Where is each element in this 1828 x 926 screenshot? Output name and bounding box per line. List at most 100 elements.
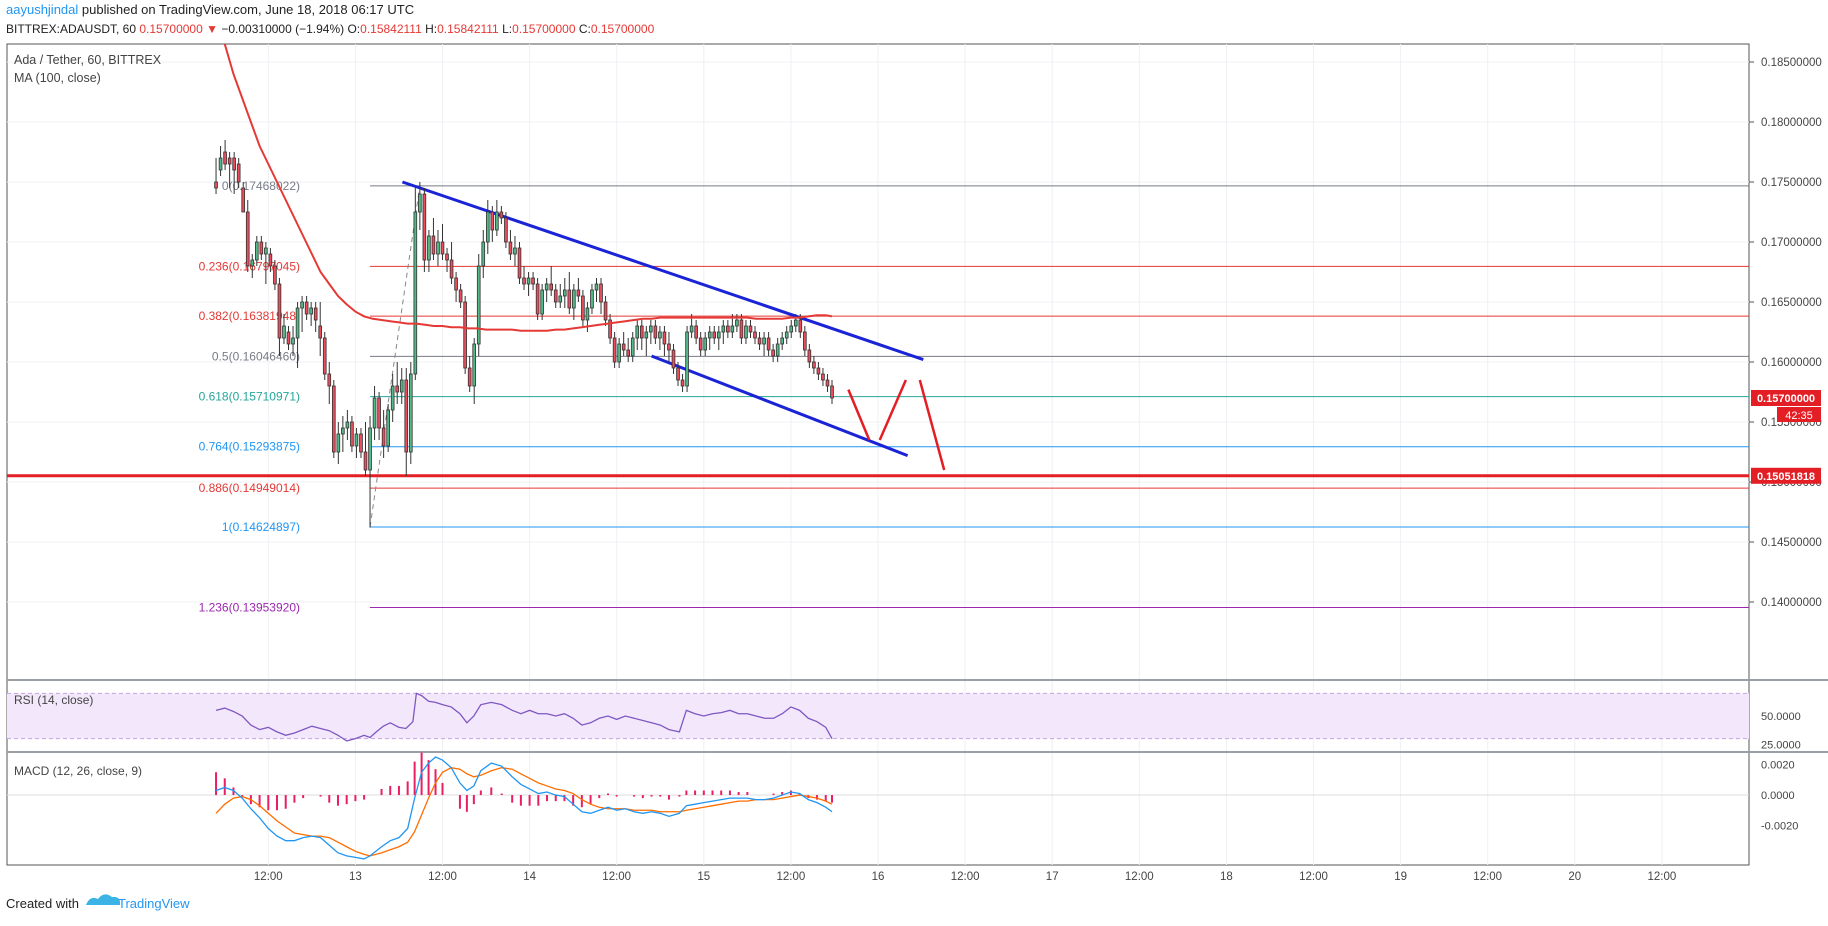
candle: [549, 266, 554, 296]
candle: [662, 326, 667, 356]
candle: [780, 332, 784, 350]
projection-segment[interactable]: [918, 379, 946, 471]
projection-segment[interactable]: [878, 379, 908, 441]
candle: [766, 332, 771, 356]
candle: [286, 326, 291, 350]
candle: [359, 428, 363, 458]
candle: [617, 338, 621, 368]
candle: [404, 368, 409, 476]
author-link[interactable]: aayushjindal: [6, 2, 78, 17]
candle: [522, 266, 526, 290]
candle: [544, 278, 549, 302]
price-tag-label: 0.15700000: [1757, 393, 1815, 405]
fib-level-label: 0.618(0.15710971): [199, 390, 300, 404]
candle: [630, 332, 635, 362]
channel-lower-line[interactable]: [650, 354, 909, 457]
fib-trend-line[interactable]: [369, 185, 421, 528]
published-text: published on TradingView.com, June 18, 2…: [78, 2, 414, 17]
candle: [504, 212, 508, 248]
candle: [354, 428, 359, 458]
price-tick-label: 0.18500000: [1761, 57, 1822, 69]
candle: [698, 332, 703, 356]
candle: [707, 326, 712, 350]
candle: [368, 416, 372, 528]
candle: [345, 410, 350, 440]
candle: [635, 320, 640, 350]
projection-segment[interactable]: [847, 389, 871, 441]
candle: [440, 224, 445, 260]
candle: [621, 332, 626, 356]
candle: [803, 326, 807, 356]
countdown-label: 42:35: [1785, 410, 1813, 422]
candle: [245, 200, 250, 272]
candle: [567, 272, 572, 314]
candle: [626, 338, 631, 362]
candle: [639, 320, 644, 350]
candle: [449, 242, 454, 284]
low-label: L:: [502, 22, 512, 36]
time-axis[interactable]: 12:00 13 12:00 14 12:00 15 12:00 16 12:00 17 12:00…: [254, 871, 1676, 883]
price-tick-label: 0.18000000: [1761, 117, 1822, 129]
candle: [341, 416, 345, 452]
candle: [531, 272, 535, 290]
candle: [495, 200, 499, 236]
ma-legend[interactable]: MA (100, close): [14, 71, 101, 85]
candle: [254, 236, 259, 266]
candle: [490, 206, 495, 242]
candle: [703, 332, 707, 356]
macd-tick-label: 0.0020: [1761, 760, 1795, 772]
candle: [535, 278, 540, 320]
candle: [436, 230, 440, 266]
candle: [771, 344, 775, 362]
price-tags: 0.15700000 42:35 0.15051818: [1751, 390, 1821, 484]
candle: [572, 284, 576, 320]
candle: [372, 386, 377, 440]
candle: [594, 278, 599, 302]
price-tick-label: 0.17500000: [1761, 177, 1822, 189]
fib-level-label: 0.886(0.14949014): [199, 481, 300, 495]
macd-legend[interactable]: MACD (12, 26, close, 9): [14, 764, 142, 778]
signal-line: [215, 767, 833, 857]
chart-legend-title[interactable]: Ada / Tether, 60, BITTREX: [14, 53, 162, 67]
candle: [517, 242, 522, 284]
candle: [463, 296, 467, 374]
time-tick-label: 12:00: [428, 871, 457, 883]
fibonacci-retracement[interactable]: 0(0.17468022)0.236(0.16797045)0.382(0.16…: [199, 179, 1749, 615]
close-value: 0.15700000: [591, 22, 655, 36]
tradingview-brand-link[interactable]: TradingView: [118, 896, 190, 911]
high-value: 0.15842111: [437, 22, 499, 36]
candle: [685, 326, 689, 392]
rsi-legend[interactable]: RSI (14, close): [14, 693, 93, 707]
time-tick-label: 16: [872, 871, 885, 883]
candle: [553, 284, 558, 308]
projection-path[interactable]: [847, 379, 946, 471]
candle: [241, 182, 246, 213]
candlestick-series: [214, 140, 834, 528]
candle: [821, 368, 825, 386]
candle: [485, 200, 490, 254]
candle: [576, 278, 581, 302]
candle: [454, 272, 458, 302]
time-tick-label: 18: [1220, 871, 1233, 883]
time-tick-label: 12:00: [602, 871, 631, 883]
ma-line: [223, 44, 833, 332]
open-label: O:: [347, 22, 360, 36]
macd-tick-label: -0.0020: [1761, 820, 1798, 832]
fib-level-label: 0.382(0.16381948): [199, 309, 300, 323]
change-arrow-icon: ▼: [206, 22, 218, 36]
candle: [558, 284, 563, 308]
rsi-line: [215, 692, 833, 742]
candle: [399, 368, 404, 404]
macd-tick-label: 0.0000: [1761, 790, 1795, 802]
tradingview-logo-icon[interactable]: [86, 894, 121, 905]
candle: [331, 380, 336, 458]
fib-level-label: 0.5(0.16046460): [212, 349, 300, 363]
candle: [313, 302, 318, 332]
time-tick-label: 12:00: [1299, 871, 1328, 883]
candle: [789, 320, 794, 338]
candle: [214, 158, 218, 194]
candle: [381, 410, 386, 458]
candle: [336, 422, 341, 464]
